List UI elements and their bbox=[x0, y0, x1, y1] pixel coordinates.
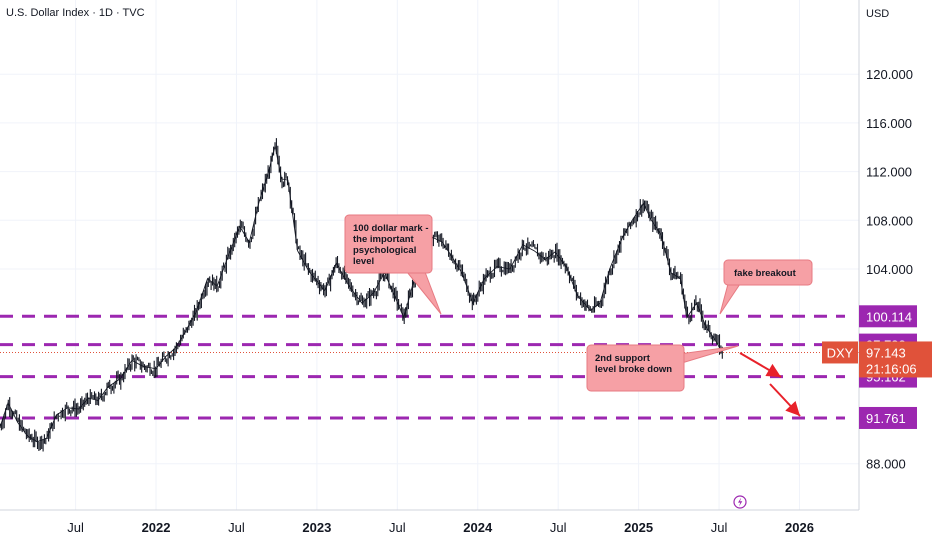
support-levels[interactable] bbox=[0, 314, 845, 420]
callout-box bbox=[344, 214, 433, 274]
callout-text: 100 dollar mark -the important psychologi… bbox=[353, 223, 429, 267]
price-series-line bbox=[0, 145, 723, 443]
currency-button[interactable]: USD bbox=[862, 2, 928, 24]
x-tick-label: 2022 bbox=[142, 520, 171, 535]
price-countdown: 21:16:06 bbox=[866, 361, 917, 376]
level-labels: 100.11497.78895.16291.76197.14321:16:06D… bbox=[822, 305, 932, 429]
x-tick-label: Jul bbox=[228, 520, 245, 535]
x-tick-label: 2023 bbox=[302, 520, 331, 535]
callout-text: fake breakout bbox=[734, 268, 797, 279]
x-tick-label: 2026 bbox=[785, 520, 814, 535]
callout-text: 2nd support level broke down bbox=[595, 353, 672, 375]
price-tag-value: 97.143 bbox=[866, 345, 906, 360]
level-tag-label: 91.761 bbox=[866, 411, 906, 426]
y-tick-label: 116.000 bbox=[866, 116, 912, 131]
level-tag bbox=[859, 305, 917, 328]
level-tag-label: 100.114 bbox=[866, 309, 912, 324]
y-tick-label: 108.000 bbox=[866, 213, 913, 228]
symbol-tag bbox=[822, 341, 858, 364]
symbol-tag-label: DXY bbox=[827, 345, 854, 360]
currency-label: USD bbox=[866, 8, 889, 20]
x-tick-label: Jul bbox=[67, 520, 84, 535]
price-tag bbox=[859, 341, 932, 378]
projection-arrow-head bbox=[765, 363, 781, 377]
projection-arrow-head bbox=[785, 400, 800, 416]
callout-box bbox=[586, 344, 685, 392]
event-lightning-icon[interactable] bbox=[733, 495, 747, 509]
y-tick-label: 120.000 bbox=[866, 67, 913, 82]
level-tag bbox=[859, 406, 917, 429]
projection-arrows bbox=[739, 352, 801, 417]
time-axis[interactable]: Jul 2022 Jul 2023 Jul 2024 Jul 2025 Jul 2026 bbox=[67, 520, 814, 535]
y-tick-label: 112.000 bbox=[866, 165, 912, 180]
x-tick-label: 2024 bbox=[463, 520, 493, 535]
x-tick-label: Jul bbox=[550, 520, 567, 535]
price-series bbox=[0, 138, 723, 452]
x-tick-label: Jul bbox=[389, 520, 406, 535]
x-tick-label: 2025 bbox=[624, 520, 653, 535]
annotations[interactable]: 100 dollar mark -the important psychologi… bbox=[344, 214, 813, 392]
annotation-callout[interactable]: 100 dollar mark -the important psychologi… bbox=[344, 214, 442, 315]
y-tick-label: 104.000 bbox=[866, 262, 913, 277]
annotation-callout[interactable]: fake breakout bbox=[719, 259, 813, 315]
chart-title: U.S. Dollar Index · 1D · TVC bbox=[6, 7, 145, 19]
x-tick-label: Jul bbox=[711, 520, 728, 535]
callout-box bbox=[723, 259, 813, 286]
price-axis[interactable]: 120.000 116.000 112.000 108.000 104.000 88.00… bbox=[866, 67, 913, 471]
y-tick-label: 88.000 bbox=[866, 457, 906, 472]
annotation-callout[interactable]: 2nd support level broke down bbox=[586, 344, 739, 392]
